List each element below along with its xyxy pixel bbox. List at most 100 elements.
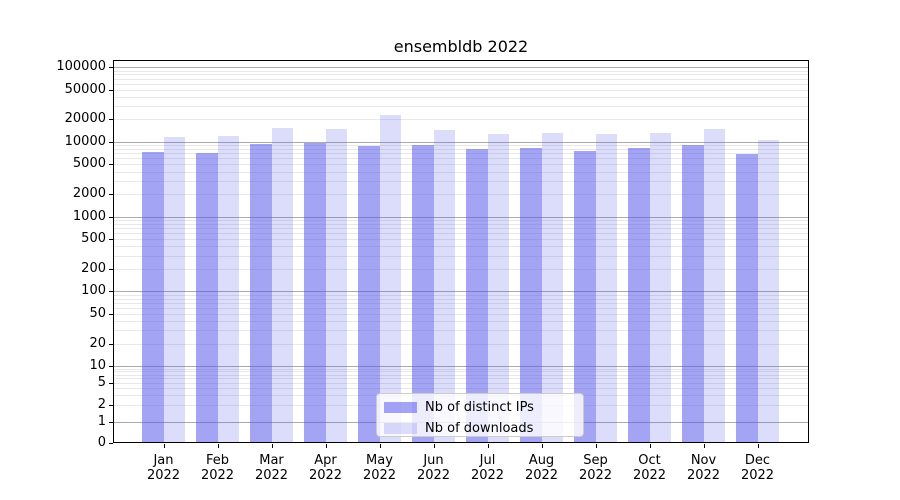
gridline-minor [113,84,809,85]
gridline-minor [113,90,809,91]
gridline-minor [113,164,809,165]
x-tick-label: Sep 2022 [578,453,613,483]
gridline-minor [113,233,809,234]
y-tick-mark [109,366,113,367]
x-tick-label: Jun 2022 [416,453,451,483]
y-tick-label: 5 [97,374,106,390]
bar-downloads [541,132,563,443]
gridline-minor [113,153,809,154]
y-tick-label: 1000 [72,208,106,224]
y-tick-label: 200 [81,260,106,276]
bar-distinct-ips [682,144,704,443]
y-tick-mark [109,268,113,270]
y-tick-label: 500 [81,231,106,247]
gridline-minor [113,321,809,322]
gridline-minor [113,181,809,182]
x-tick-mark [649,444,651,448]
gridline-minor [113,158,809,159]
bar-downloads [325,128,347,443]
gridline-minor [113,295,809,296]
bar-distinct-ips [466,149,488,443]
y-tick-label: 50000 [64,81,106,97]
gridline-minor [113,97,809,98]
gridline-major [113,366,809,367]
bar-distinct-ips [358,145,380,443]
y-tick-label: 2000 [72,186,106,202]
gridline-minor [113,145,809,146]
gridline-major [113,67,809,68]
gridline-minor [113,378,809,379]
gridline-minor [113,388,809,389]
bar-distinct-ips [196,152,218,443]
y-tick-label: 50 [89,305,106,321]
y-tick-label: 10 [89,358,106,373]
y-tick-label: 5000 [72,156,106,172]
x-tick-mark [217,444,219,448]
legend-label-downloads: Nb of downloads [425,421,534,436]
x-tick-label: Apr 2022 [308,453,343,483]
y-tick-mark [109,89,113,91]
chart-title: ensembldb 2022 [393,37,529,56]
bar-downloads [163,136,185,443]
gridline-minor [113,239,809,240]
x-tick-label: Mar 2022 [254,453,289,483]
y-tick-label: 0 [97,435,106,451]
x-tick-mark [757,444,759,448]
y-tick-mark [109,164,113,166]
gridline-minor [113,194,809,195]
legend-item-downloads: Nb of downloads [384,420,583,437]
bar-distinct-ips [628,147,650,443]
y-tick-mark [109,194,113,196]
y-tick-mark [109,382,113,384]
y-tick-mark [109,313,113,315]
y-tick-mark [109,404,113,406]
gridline-minor [113,246,809,247]
gridline-minor [113,106,809,107]
bar-downloads [217,135,239,443]
y-tick-mark [109,67,113,69]
gridline-minor [113,303,809,304]
legend-label-distinct-ips: Nb of distinct IPs [425,400,534,415]
gridline-minor [113,71,809,72]
bar-downloads [379,114,401,443]
bar-downloads [649,132,671,443]
gridline-minor [113,330,809,331]
y-tick-mark [109,119,113,121]
y-tick-mark [109,239,113,241]
x-tick-mark [487,444,489,448]
gridline-minor [113,314,809,315]
y-tick-mark [109,443,113,445]
bar-downloads [433,129,455,443]
gridline-minor [113,224,809,225]
bar-downloads [487,134,509,443]
y-tick-label: 100 [81,283,106,299]
y-tick-mark [109,421,113,423]
gridline-minor [113,149,809,150]
gridline-minor [113,79,809,80]
gridline-minor [113,369,809,370]
gridline-minor [113,74,809,75]
x-tick-label: May 2022 [362,453,397,483]
y-tick-label: 10000 [64,133,106,149]
x-tick-label: Oct 2022 [632,453,667,483]
gridline-major [113,291,809,292]
x-tick-label: Nov 2022 [686,453,721,483]
gridline-minor [113,344,809,345]
bar-downloads [703,128,725,443]
legend: Nb of distinct IPs Nb of downloads [376,393,584,437]
y-tick-label: 100000 [56,59,106,75]
bar-distinct-ips [520,147,542,443]
gridline-minor [113,220,809,221]
x-tick-label: Feb 2022 [200,453,235,483]
x-tick-mark [595,444,597,448]
bar-distinct-ips [412,144,434,443]
gridline-minor [113,228,809,229]
gridline-minor [113,172,809,173]
gridline-minor [113,383,809,384]
bar-distinct-ips [250,143,272,443]
bar-distinct-ips [304,142,326,443]
gridline-major [113,217,809,218]
x-tick-label: Aug 2022 [524,453,559,483]
gridline-minor [113,299,809,300]
